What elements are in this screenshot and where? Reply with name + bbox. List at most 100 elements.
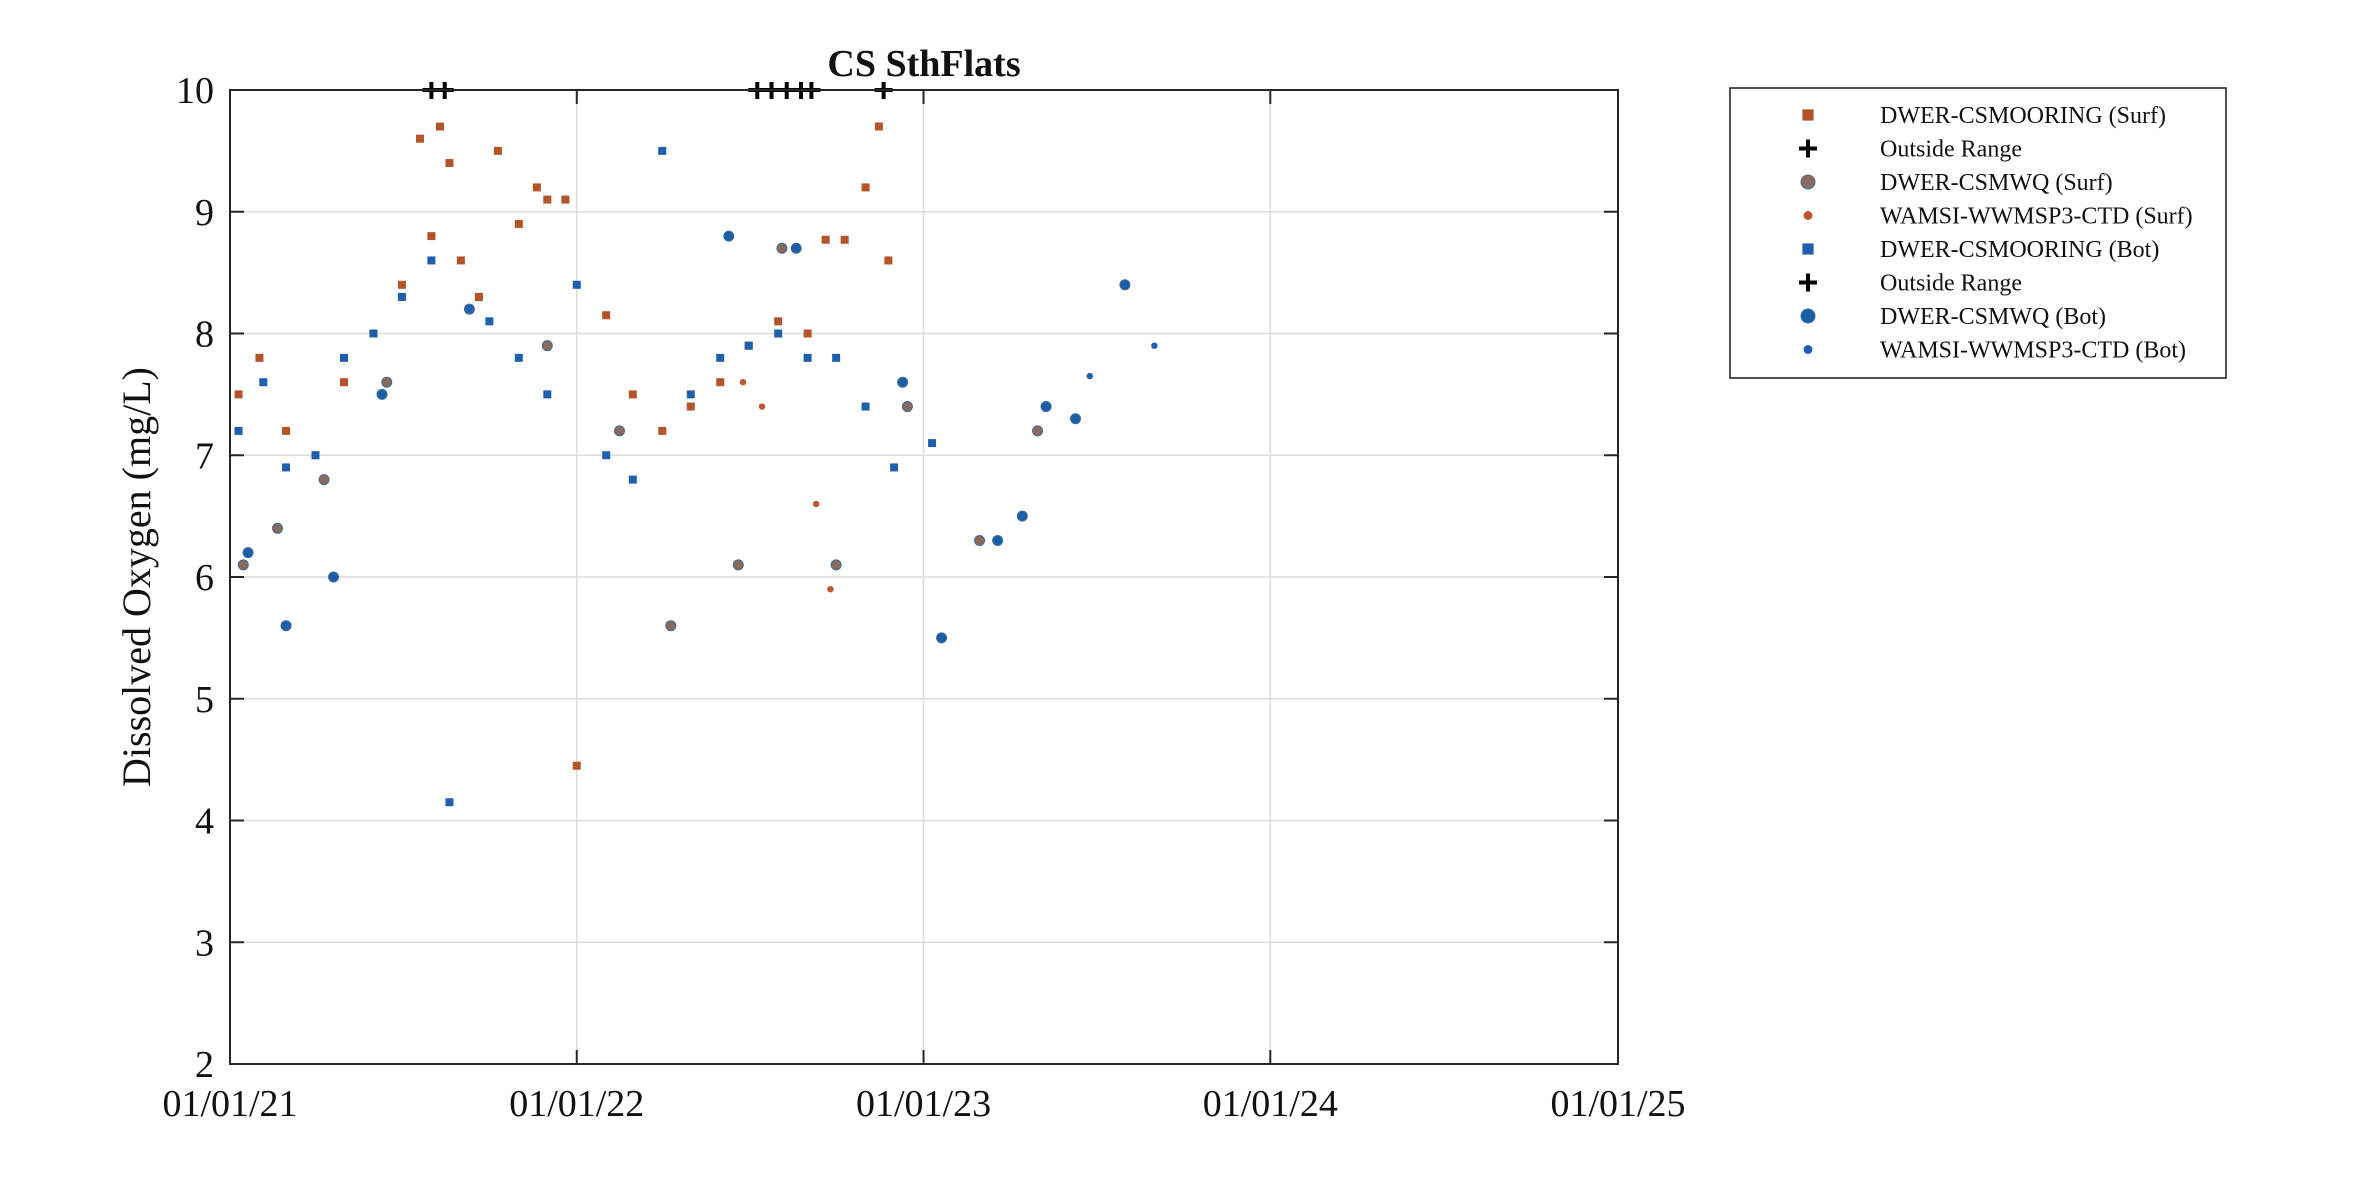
legend-marker: [1799, 273, 1817, 292]
legend-marker: [1803, 345, 1813, 354]
data-point: [974, 534, 986, 546]
data-point: [280, 620, 292, 632]
data-point: [493, 146, 502, 155]
legend-item: DWER-CSMWQ (Bot): [1800, 304, 2106, 330]
data-point: [861, 402, 870, 411]
data-point: [561, 195, 570, 204]
x-tick-label: 01/01/25: [1550, 1083, 1685, 1125]
y-tick-label: 6: [195, 557, 214, 599]
legend-marker: [1800, 308, 1816, 324]
axis-ticks: 2 3 4 5 6 7 8 9 10 01/01/21 01/01/22 01/01/23 01/01/…: [162, 70, 1685, 1125]
data-point: [827, 585, 834, 593]
data-point: [572, 761, 581, 770]
data-point: [1119, 279, 1131, 291]
legend-label: DWER-CSMWQ (Surf): [1880, 170, 2113, 196]
legend-item: Outside Range: [1799, 137, 2022, 163]
data-point: [282, 463, 291, 472]
series-4: [234, 146, 937, 807]
data-point: [1151, 342, 1158, 349]
data-point: [242, 547, 254, 559]
y-tick-label: 2: [195, 1044, 214, 1086]
data-point: [465, 305, 474, 314]
data-point: [282, 426, 291, 435]
legend-item: DWER-CSMWQ (Surf): [1800, 170, 2113, 196]
data-point: [874, 122, 883, 131]
data-point: [832, 353, 841, 362]
legend-label: WAMSI-WWMSP3-CTD (Surf): [1880, 204, 2193, 230]
data-point: [790, 242, 802, 254]
y-axis-label: Dissolved Oxygen (mg/L): [114, 367, 159, 787]
data-point: [445, 798, 454, 807]
legend-label: DWER-CSMWQ (Bot): [1880, 304, 2106, 330]
data-point: [861, 183, 870, 192]
legend-item: WAMSI-WWMSP3-CTD (Bot): [1803, 338, 2186, 364]
data-point: [602, 311, 611, 320]
data-point: [830, 559, 842, 571]
x-tick-label: 01/01/22: [509, 1083, 644, 1125]
data-point: [936, 632, 948, 644]
data-point: [928, 439, 937, 448]
data-point: [485, 317, 494, 326]
series-2: [237, 242, 1044, 632]
data-point: [1016, 510, 1028, 522]
data-point: [272, 522, 284, 534]
legend-item: DWER-CSMOORING (Surf): [1802, 103, 2166, 129]
data-point: [397, 280, 406, 289]
data-point: [543, 195, 552, 204]
data-point: [716, 353, 725, 362]
data-point: [445, 159, 454, 168]
data-point: [543, 390, 552, 399]
data-point: [532, 183, 541, 192]
data-point: [237, 559, 249, 571]
data-point: [992, 534, 1004, 546]
data-point: [416, 134, 425, 143]
y-tick-label: 5: [195, 679, 214, 721]
legend-marker: [1799, 139, 1817, 158]
data-point: [427, 256, 436, 265]
data-point: [732, 559, 744, 571]
data-point: [774, 317, 783, 326]
data-point: [744, 341, 753, 350]
data-point: [665, 620, 677, 632]
data-point: [255, 353, 264, 362]
data-point: [1032, 425, 1044, 437]
data-point: [435, 122, 444, 131]
data-point: [328, 571, 340, 583]
y-tick-label: 3: [195, 922, 214, 964]
data-point: [897, 376, 909, 388]
data-point: [318, 474, 330, 486]
data-point: [514, 353, 523, 362]
data-point: [774, 329, 783, 338]
data-point: [890, 463, 899, 472]
x-tick-label: 01/01/21: [162, 1083, 297, 1125]
x-tick-label: 01/01/23: [856, 1083, 991, 1125]
data-point: [628, 390, 637, 399]
data-point: [369, 329, 378, 338]
data-point: [686, 390, 695, 399]
data-point: [686, 402, 695, 411]
data-point: [572, 280, 581, 289]
legend-marker: [1803, 211, 1813, 220]
data-point: [397, 292, 406, 301]
data-point: [658, 146, 667, 155]
data-point: [541, 340, 553, 352]
data-point: [658, 426, 667, 435]
data-point: [1040, 401, 1052, 413]
data-point: [776, 242, 788, 254]
series-3: [739, 379, 834, 593]
data-point: [723, 230, 735, 242]
legend-item: Outside Range: [1799, 271, 2022, 297]
data-point: [259, 378, 268, 387]
legend-box: [1729, 87, 2227, 379]
data-point: [901, 401, 913, 413]
data-point: [758, 403, 766, 410]
data-point: [234, 390, 243, 399]
data-point: [427, 232, 436, 241]
data-point: [628, 475, 637, 484]
legend-marker: [1800, 174, 1816, 190]
data-point: [376, 388, 388, 400]
data-point: [840, 235, 849, 244]
data-point: [716, 378, 725, 387]
